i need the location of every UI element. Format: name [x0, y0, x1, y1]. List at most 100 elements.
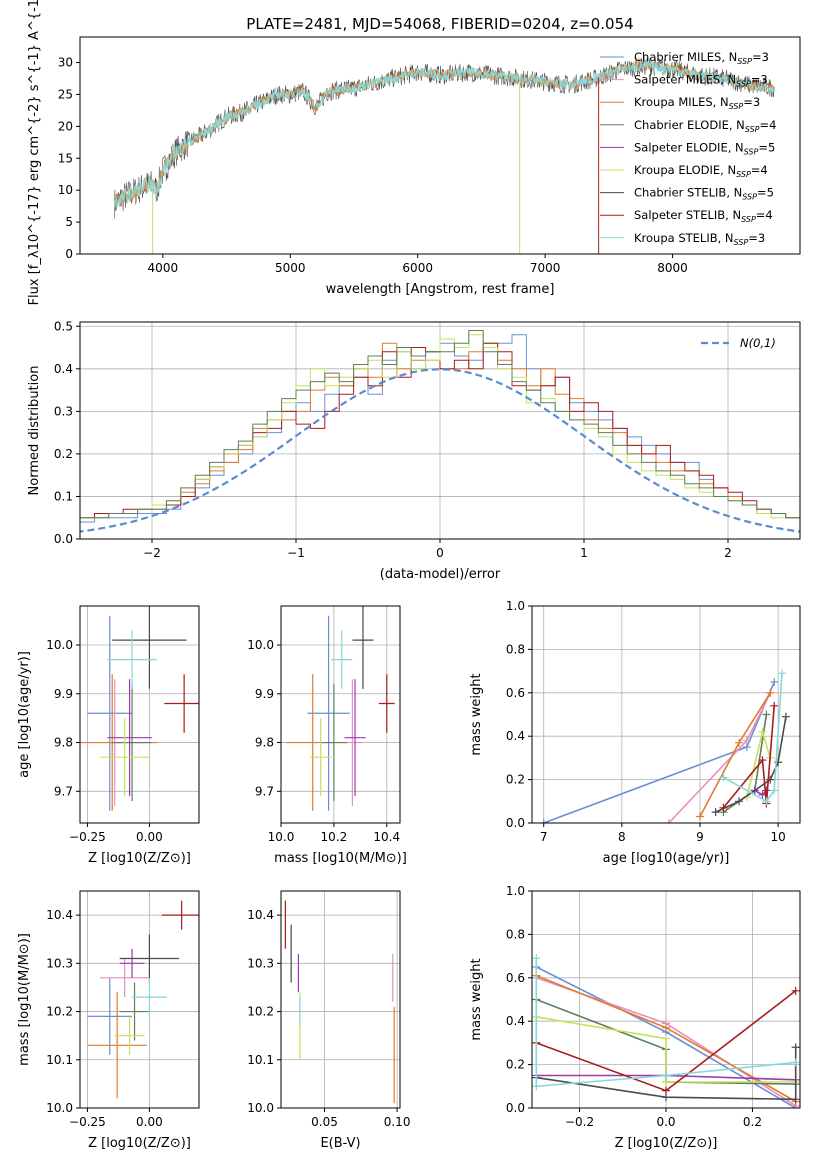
weight-marker — [735, 797, 744, 806]
age-vs-mass-axes: 10.0 10.2 10.4 9.7 9.8 9.9 10.0 mass [log10(M/M… — [247, 606, 407, 866]
x-tick-label: 10.2 — [321, 830, 348, 844]
y-axis-label: Normed distribution — [27, 366, 42, 496]
spectrum-lines — [113, 56, 775, 254]
legend-nssp: , N — [729, 118, 745, 132]
weight-line-chabrier-stelib — [536, 1047, 797, 1101]
legend-nssp: , N — [725, 208, 741, 222]
y-tick-label: 0 — [65, 247, 73, 261]
x-axis-label: mass [log10(M/M⊙)] — [274, 851, 407, 866]
y-tick-label: 0.3 — [54, 404, 73, 418]
legend-label: Chabrier MILES, NSSP=3 — [634, 50, 769, 66]
y-tick-label: 0.2 — [54, 447, 73, 461]
legend-nssp-value: =3 — [751, 73, 768, 87]
y-tick-label: 9.7 — [255, 784, 274, 798]
legend-nssp: , N — [718, 231, 734, 245]
age-vs-z-points — [80, 606, 199, 811]
legend-nssp-subscript: SSP — [737, 57, 752, 66]
legend-nssp: , N — [726, 186, 742, 200]
histogram-steps — [80, 330, 800, 533]
age-vs-z-axes: −0.25 0.00 9.7 9.8 9.9 10.0 Z [log10(Z/Z⊙)] age… — [17, 606, 199, 866]
hist-salpeter-stelib — [80, 342, 800, 523]
weight-marker — [770, 786, 779, 795]
mass-vs-ebv-axes: 0.05 0.10 10.0 10.1 10.2 10.3 10.4 E(B-V) — [247, 891, 410, 1151]
legend-nssp-subscript: SSP — [741, 215, 756, 224]
y-tick-label: 10.4 — [46, 908, 73, 922]
x-tick-label: −1 — [287, 546, 305, 560]
y-tick-label: 0.0 — [506, 816, 525, 830]
x-tick-label: 8 — [618, 830, 626, 844]
weight-marker — [758, 727, 767, 736]
legend-nssp-value: =3 — [752, 50, 769, 64]
y-tick-label: 10.1 — [46, 1053, 73, 1067]
x-tick-label: 0 — [436, 546, 444, 560]
y-tick-label: 9.9 — [54, 687, 73, 701]
residual-hist-axes: −2 −1 0 1 2 0.0 0.1 0.2 0.3 0.4 0.5 (data-model)/er… — [27, 319, 800, 582]
mass-vs-z-points — [87, 900, 199, 1099]
spectrum-axes: 4000 5000 6000 7000 8000 0 5 10 15 20 25 30 waveleng… — [27, 0, 688, 305]
weight-line-kroupa-elodie — [536, 1016, 796, 1083]
y-tick-label: 0.6 — [506, 971, 525, 985]
legend-nssp-subscript: SSP — [744, 147, 759, 156]
weight-marker — [695, 812, 704, 821]
y-tick-label: 0.8 — [506, 927, 525, 941]
y-tick-label: 0.4 — [54, 362, 73, 376]
weight-vs-age-axes: 7 8 9 10 0.0 0.2 0.4 0.6 0.8 1.0 age [log10(age/yr… — [469, 599, 800, 866]
weight-marker — [662, 1023, 670, 1032]
legend-nssp: , N — [720, 73, 736, 87]
y-tick-label: 10.2 — [247, 1005, 274, 1019]
weight-line-salpeter-stelib — [722, 705, 775, 809]
legend-nssp: , N — [720, 163, 736, 177]
legend-label: Salpeter MILES, NSSP=3 — [634, 73, 768, 89]
legend-series-name: Chabrier ELODIE — [634, 118, 729, 132]
y-tick-label: 10.3 — [46, 956, 73, 970]
figure-title: PLATE=2481, MJD=54068, FIBERID=0204, z=0… — [246, 15, 633, 33]
weight-vs-age-lines — [539, 669, 790, 823]
y-tick-label: 5 — [65, 215, 73, 229]
y-tick-label: 10.3 — [247, 956, 274, 970]
x-tick-label: 10.4 — [373, 830, 400, 844]
weight-marker — [766, 688, 775, 697]
legend-nssp-value: =3 — [748, 231, 765, 245]
weight-marker — [762, 797, 771, 806]
weight-marker — [781, 712, 790, 721]
x-tick-label: 0.05 — [311, 1115, 338, 1129]
y-tick-label: 25 — [58, 87, 73, 101]
legend-label: Salpeter STELIB, NSSP=4 — [634, 208, 773, 224]
weight-marker — [770, 701, 779, 710]
x-tick-label: 10.0 — [268, 830, 295, 844]
weight-vs-z-frame — [531, 890, 801, 1109]
weight-marker — [791, 1095, 800, 1104]
x-tick-label: 1 — [580, 546, 588, 560]
weight-marker — [742, 736, 751, 745]
x-tick-label: 8000 — [657, 261, 688, 275]
y-tick-label: 1.0 — [506, 884, 525, 898]
x-tick-label: 9 — [696, 830, 704, 844]
legend-nssp-subscript: SSP — [742, 193, 757, 202]
legend-series-name: Salpeter MILES — [634, 73, 720, 87]
y-tick-label: 0.0 — [506, 1101, 525, 1115]
mass-vs-z-frame — [79, 890, 200, 1109]
x-axis-label: (data-model)/error — [380, 567, 501, 582]
y-tick-label: 15 — [58, 151, 73, 165]
weight-vs-z-axes: −0.2 0.0 0.2 0.0 0.2 0.4 0.6 0.8 1.0 Z [log10(Z/Z… — [469, 884, 800, 1151]
weight-marker — [778, 669, 787, 678]
legend-nssp-value: =5 — [758, 140, 775, 154]
y-tick-label: 9.9 — [255, 687, 274, 701]
y-tick-label: 0.1 — [54, 489, 73, 503]
legend-label: Kroupa MILES, NSSP=3 — [634, 95, 760, 111]
y-axis-label: mass [log10(M/M⊙)] — [17, 933, 32, 1066]
x-axis-label: Z [log10(Z/Z⊙)] — [88, 1136, 191, 1151]
x-tick-label: 4000 — [148, 261, 179, 275]
legend-label: Salpeter ELODIE, NSSP=5 — [634, 140, 775, 156]
y-tick-label: 10 — [58, 183, 73, 197]
legend-label: Chabrier STELIB, NSSP=5 — [634, 186, 774, 202]
legend-nssp-subscript: SSP — [729, 102, 744, 111]
y-tick-label: 0.6 — [506, 686, 525, 700]
x-axis-label: wavelength [Angstrom, rest frame] — [326, 282, 555, 297]
legend-series-name: Kroupa STELIB — [634, 231, 718, 245]
x-tick-label: 0.2 — [743, 1115, 762, 1129]
x-axis-label: Z [log10(Z/Z⊙)] — [88, 851, 191, 866]
legend-nssp-value: =5 — [757, 186, 774, 200]
